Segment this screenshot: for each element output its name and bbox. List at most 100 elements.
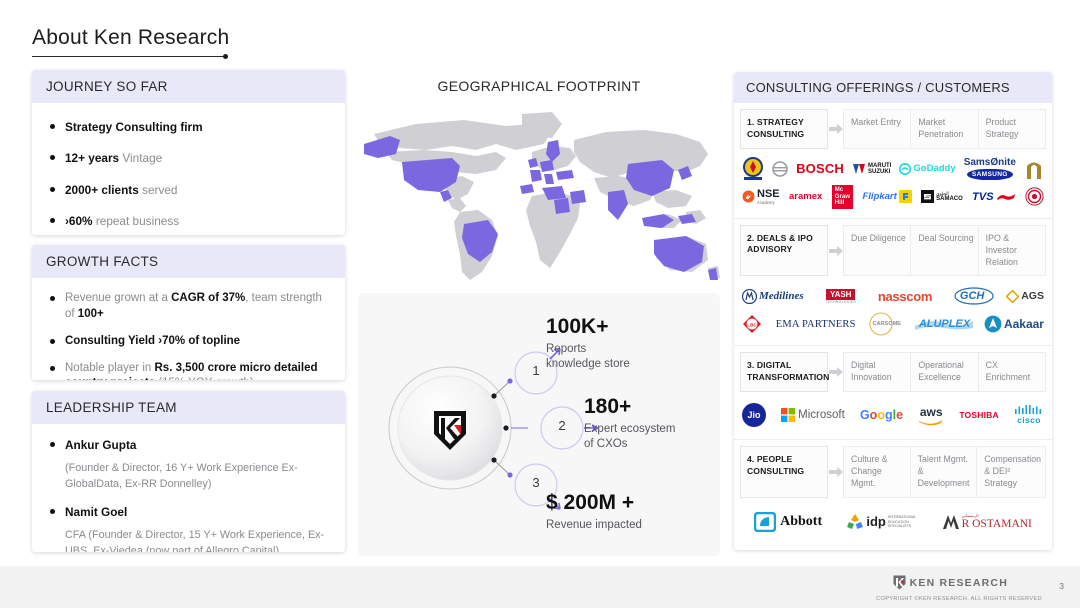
node-dot-1 <box>491 393 497 399</box>
title-underline <box>32 54 228 59</box>
offering-2-logos: Medilines YASH TECHNOLOGIES nasscom GCH … <box>734 276 1052 345</box>
world-map-svg <box>364 112 720 280</box>
logo-godaddy-text: GoDaddy <box>913 163 956 175</box>
offering-block-people: 4. PEOPLE CONSULTING Culture & Change Mg… <box>734 440 1052 543</box>
journey-item-1-bold: 12+ years <box>65 151 120 166</box>
journey-item-2-bold: 2000+ clients <box>65 182 139 197</box>
leadership-list-2: Namit Goel <box>48 504 329 522</box>
footer-logo: KEN RESEARCH <box>893 575 1008 590</box>
offering-2-sub-2[interactable]: IPO & Investor Relation <box>977 224 1046 277</box>
journey-item-1-rest: Vintage <box>119 151 163 166</box>
consulting-offerings-card: CONSULTING OFFERINGS / CUSTOMERS 1. STRA… <box>734 72 1052 550</box>
leadership-list: Ankur Gupta <box>48 437 329 455</box>
page-number: 3 <box>1059 581 1064 591</box>
logo-yash: YASH TECHNOLOGIES <box>825 284 856 308</box>
logo-samsonite-samsung: SamsØnite SAMSUNG <box>964 157 1016 181</box>
offering-3-sub-2[interactable]: CX Enrichment <box>977 352 1046 393</box>
step-index-1: 1 <box>532 363 540 378</box>
growth-item-0-bold2: 100+ <box>77 307 104 320</box>
logo-row: Medilines YASH TECHNOLOGIES nasscom GCH … <box>742 283 1044 309</box>
arrow-right-icon <box>828 352 844 392</box>
logo-tvs: TVS <box>972 185 1015 209</box>
offering-1-sub-2[interactable]: Product Strategy <box>977 109 1046 149</box>
offering-2-sub-0[interactable]: Due Diligence <box>843 224 912 277</box>
offering-4-logos: Abbott idp INTERNATIONAL EDUCATION SPECI… <box>734 498 1052 543</box>
offering-block-strategy: 1. STRATEGY CONSULTING Market Entry Mark… <box>734 103 1052 219</box>
connector-3 <box>493 459 511 476</box>
logo-google-o1: o <box>869 408 878 423</box>
offering-row: 2. DEALS & IPO ADVISORY Due Diligence De… <box>734 219 1052 277</box>
footer-bar: KEN RESEARCH COPYRIGHT ©KEN RESEARCH. AL… <box>0 566 1080 608</box>
logo-tvs-text: TVS <box>972 190 994 203</box>
person-0-name: Ankur Gupta <box>65 438 137 452</box>
journey-item-0-bold: Strategy Consulting firm <box>65 120 203 134</box>
logo-samaco-text: SAMACO <box>936 195 963 202</box>
person-1-desc: CFA (Founder & Director, 15 Y+ Work Expe… <box>65 529 325 552</box>
offering-3-main[interactable]: 3. DIGITAL TRANSFORMATION <box>740 352 829 393</box>
logo-aluplex: ALUPLEX <box>914 312 973 336</box>
offering-1-sub-1[interactable]: Market Penetration <box>910 109 979 149</box>
offering-4-sub-0[interactable]: Culture & Change Mgmt. <box>843 446 911 498</box>
list-item: Ankur Gupta <box>48 437 329 455</box>
ken-shield-icon <box>893 575 906 590</box>
growth-body: Revenue grown at a CAGR of 37%, team str… <box>32 278 345 380</box>
logo-samsung-text: SAMSUNG <box>966 169 1013 181</box>
logo-jio: Jio <box>742 403 766 428</box>
logo-gch-text: GCH <box>959 290 985 303</box>
step-index-2: 2 <box>558 418 566 433</box>
offering-3-sub-1[interactable]: Operational Excellence <box>910 352 979 393</box>
offering-3-sub-0[interactable]: Digital Innovation <box>843 352 912 393</box>
logo-godaddy: GoDaddy <box>899 157 956 181</box>
page-title: About Ken Research <box>32 26 230 49</box>
list-item: Strategy Consulting firm <box>48 119 329 135</box>
logo-medilines: Medilines <box>742 284 804 308</box>
offering-4-sub-1[interactable]: Talent Mgmt. & Development <box>909 446 978 498</box>
person-1-name: Namit Goel <box>65 505 128 520</box>
key-stats-panel: 1 2 3 100K+ Reports knowledge store 180+… <box>358 293 720 556</box>
offering-1-sub-0[interactable]: Market Entry <box>843 109 912 149</box>
journey-item-3-rest: repeat business <box>92 213 180 228</box>
logo-rostamani-text: R OSTAMANI <box>961 518 1032 531</box>
logo-cisco: cisco <box>1014 403 1044 427</box>
list-item: ›60% repeat business <box>48 213 329 229</box>
logo-nasscom: nasscom <box>877 288 933 304</box>
offering-2-sub-1[interactable]: Deal Sourcing <box>910 224 979 277</box>
connector-1 <box>493 380 511 397</box>
logo-rostamani-arabic: الرستماني <box>961 513 979 519</box>
journey-item-3-bold: ›60% <box>65 213 93 228</box>
growth-item-2-pre: Notable player in <box>65 361 155 374</box>
logo-awr-rostamani: الرستماني R OSTAMANI <box>941 510 1032 534</box>
logo-nse-text: NSE <box>757 188 780 201</box>
growth-list: Revenue grown at a CAGR of 37%, team str… <box>48 291 329 380</box>
step-circle-2 <box>540 406 584 450</box>
growth-item-2-mid: (15% YOY growth) <box>155 377 253 380</box>
journey-list: Strategy Consulting firm 12+ years Vinta… <box>48 119 329 229</box>
offering-2-main[interactable]: 2. DEALS & IPO ADVISORY <box>740 224 828 277</box>
arrow-right-icon <box>828 225 844 277</box>
logo-ema-partners: EMA PARTNERS <box>775 318 856 330</box>
person-0-desc: (Founder & Director, 16 Y+ Work Experien… <box>65 461 298 490</box>
offering-1-main[interactable]: 1. STRATEGY CONSULTING <box>740 109 828 149</box>
offering-block-digital: 3. DIGITAL TRANSFORMATION Digital Innova… <box>734 346 1052 441</box>
offering-4-main[interactable]: 4. PEOPLE CONSULTING <box>740 446 828 498</box>
journey-header: JOURNEY SO FAR <box>32 70 345 103</box>
logo-medilines-text: Medilines <box>759 290 804 303</box>
arrow-2 <box>584 424 599 432</box>
offering-4-sub-2[interactable]: Compensation & DEI² Strategy <box>976 446 1047 498</box>
growth-facts-card: GROWTH FACTS Revenue grown at a CAGR of … <box>32 245 345 380</box>
logo-aws: aws <box>918 403 944 427</box>
logo-google-l: l <box>892 408 897 423</box>
logo-ashok <box>1025 185 1044 209</box>
logo-nse-sub: Academy <box>757 200 775 206</box>
svg-text:LBC: LBC <box>747 323 757 328</box>
logo-idp-text: idp <box>866 514 886 530</box>
step-circle-1 <box>514 351 558 395</box>
logo-maruti-line1: MARUTI <box>868 162 892 169</box>
journey-body: Strategy Consulting firm 12+ years Vinta… <box>32 103 345 235</box>
logo-idp-sub1: INTERNATIONAL <box>887 515 917 520</box>
journey-so-far-card: JOURNEY SO FAR Strategy Consulting firm … <box>32 70 345 235</box>
logo-google-o2: o <box>877 408 885 423</box>
growth-item-0-mid: , team strength of <box>65 292 322 320</box>
